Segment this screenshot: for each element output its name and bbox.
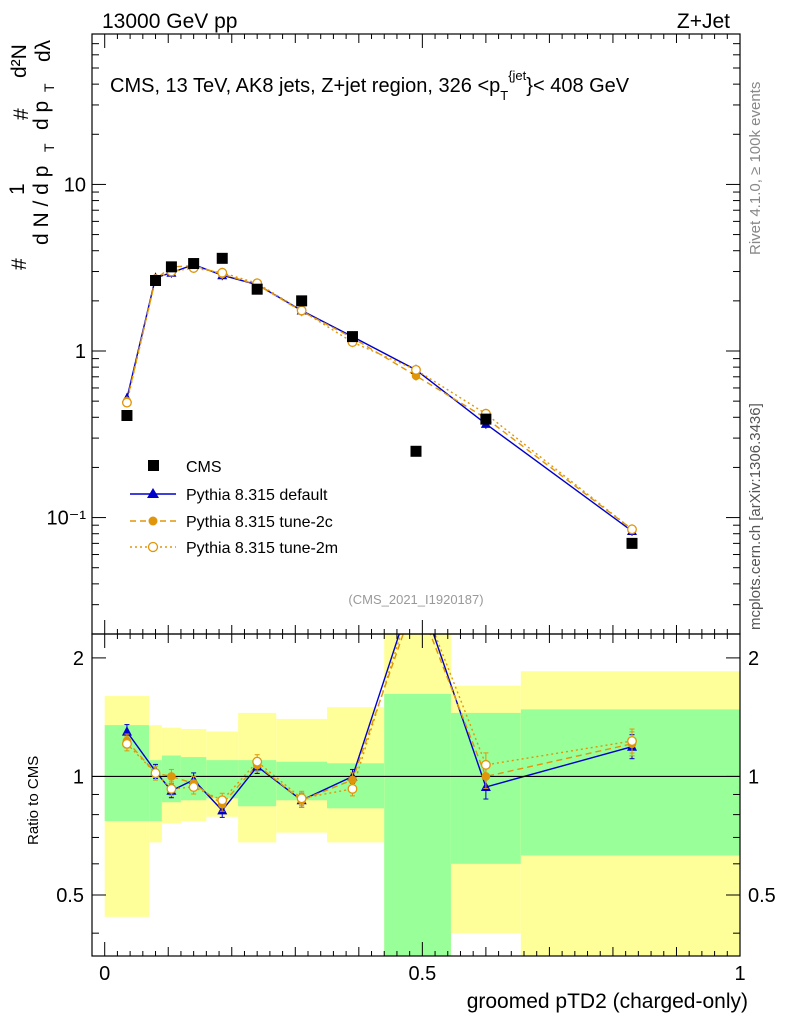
svg-text:d²N: d²N <box>8 44 31 78</box>
ratio-line-3 <box>126 634 633 802</box>
legend-entry-default: Pythia 8.315 default <box>130 487 328 504</box>
ratio-uncertainty-bands <box>104 634 740 956</box>
svg-text:1: 1 <box>6 183 29 195</box>
ratio-y-tick-label-right: 1 <box>748 766 759 788</box>
svg-text:d p: d p <box>30 101 53 130</box>
ratio-point-3-7 <box>347 783 358 794</box>
main-y-tick-label: 10 <box>64 174 86 196</box>
ratio-point-2-2 <box>167 772 176 781</box>
legend: CMS Pythia 8.315 default Pythia 8.315 tu… <box>130 459 338 557</box>
main-point-3-0 <box>121 397 132 408</box>
svg-text:dλ: dλ <box>32 39 55 62</box>
main-y-axis-label: # 1 d N / d p T # d²N d p T dλ <box>6 39 57 270</box>
analysis-tag: (CMS_2021_I1920187) <box>348 592 483 607</box>
ratio-y-tick-label: 2 <box>73 648 84 670</box>
ratio-y-tick-label: 0.5 <box>56 885 84 907</box>
ratio-y-tick-label: 1 <box>73 766 84 788</box>
svg-text:#: # <box>10 108 33 120</box>
main-point-0-6 <box>296 295 308 307</box>
x-tick-label: 0 <box>99 963 110 985</box>
ratio-point-3-6 <box>296 793 307 804</box>
header-right: Z+Jet <box>677 10 730 33</box>
main-line-3 <box>126 267 633 530</box>
main-point-0-9 <box>480 413 492 425</box>
header-left: 13000 GeV pp <box>102 10 237 33</box>
main-point-0-0 <box>121 409 133 421</box>
ratio-point-3-3 <box>188 782 199 792</box>
main-series-points <box>121 252 638 549</box>
ratio-y-axis-label: Ratio to CMS <box>25 756 42 845</box>
svg-text:Pythia 8.315 tune-2c: Pythia 8.315 tune-2c <box>186 514 333 531</box>
ratio-point-1-0 <box>121 726 132 736</box>
ratio-point-3-0 <box>121 738 132 749</box>
main-point-3-6 <box>296 305 307 316</box>
ratio-frame <box>91 633 741 957</box>
ratio-point-3-4 <box>217 795 228 806</box>
main-title: CMS, 13 TeV, AK8 jets, Z+jet region, 326… <box>110 68 630 103</box>
x-tick-label: 1 <box>734 963 745 985</box>
band-green-10 <box>520 709 740 856</box>
axes: 10⁻¹ 1 10 0 0.5 1 0.5 0.5 1 1 2 2 <box>47 33 776 985</box>
ratio-point-3-5 <box>252 756 263 767</box>
svg-text:Pythia 8.315 tune-2m: Pythia 8.315 tune-2m <box>186 540 338 557</box>
main-point-3-8 <box>411 364 421 375</box>
svg-text:CMS: CMS <box>186 459 222 476</box>
ratio-point-3-1 <box>150 768 161 779</box>
main-point-0-2 <box>165 261 177 273</box>
ratio-y-tick-label-right: 2 <box>748 648 759 670</box>
main-point-3-4 <box>217 267 228 278</box>
ratio-point-3-9 <box>480 759 491 770</box>
x-tick-label: 0.5 <box>408 963 436 985</box>
legend-entry-tune-2c: Pythia 8.315 tune-2c <box>130 514 333 531</box>
main-point-0-7 <box>346 331 358 343</box>
x-axis-label: groomed pTD2 (charged-only) <box>467 990 748 1013</box>
svg-text:T: T <box>41 143 57 152</box>
main-point-0-3 <box>188 258 200 270</box>
ratio-series-points <box>121 724 637 818</box>
ratio-y-tick-label-right: 0.5 <box>748 885 776 907</box>
main-point-0-5 <box>251 283 263 295</box>
main-point-0-1 <box>150 274 162 286</box>
svg-text:T: T <box>41 83 57 92</box>
svg-text:#: # <box>8 258 31 270</box>
main-y-tick-label: 1 <box>75 341 86 363</box>
main-point-0-8 <box>410 445 422 457</box>
main-y-tick-label: 10⁻¹ <box>47 508 87 530</box>
ratio-point-3-10 <box>627 736 637 746</box>
rivet-label: Rivet 4.1.0, ≥ 100k events <box>747 82 764 255</box>
svg-text:d N / d p: d N / d p <box>30 166 53 245</box>
ratio-point-3-2 <box>166 783 177 794</box>
main-point-3-10 <box>627 524 637 535</box>
main-point-0-10 <box>626 537 638 549</box>
mcplots-label: mcplots.cern.ch [arXiv:1306.3436] <box>747 403 764 630</box>
svg-text:Pythia 8.315 default: Pythia 8.315 default <box>186 487 328 504</box>
band-green-8 <box>384 693 451 956</box>
legend-entry-tune-2m: Pythia 8.315 tune-2m <box>130 540 338 557</box>
legend-entry-cms: CMS <box>148 459 222 476</box>
main-point-0-4 <box>216 252 228 264</box>
